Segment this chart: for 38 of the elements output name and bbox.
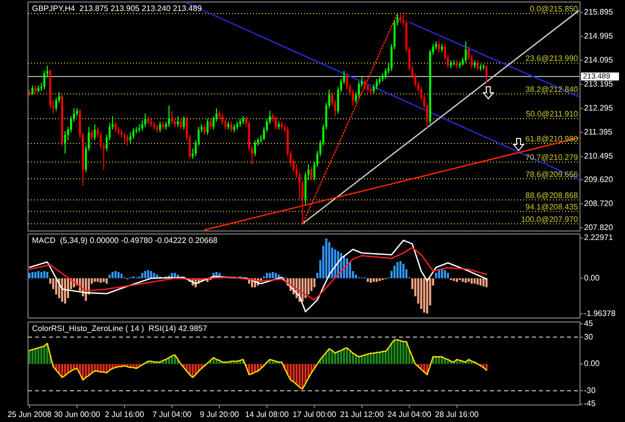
y-tick-label: 0.00 [584, 359, 600, 368]
y-tick-label: 212.295 [584, 103, 614, 112]
y-tick-label: 214.995 [584, 31, 614, 40]
y-tick-label: 45 [584, 318, 594, 328]
ref-line-label: 23.6@213.990 [525, 54, 579, 64]
x-tick-label: 7 Jul 04:00 [152, 410, 192, 419]
y-tick-label: 207.820 [584, 222, 614, 232]
y-tick-label: 30 [584, 332, 594, 342]
x-tick-label: 25 Jun 2008 [7, 410, 52, 419]
x-tick-label: 30 Jun 00:00 [54, 410, 101, 419]
y-tick-label: 2.22971 [584, 233, 614, 242]
x-tick-label: 17 Jul 00:00 [292, 410, 337, 419]
y-tick-label: -1.96378 [584, 308, 616, 318]
y-tick-label: 208.720 [584, 198, 614, 208]
ref-line-label: 61.8@210.980 [525, 134, 579, 144]
x-tick-label: 24 Jul 04:00 [388, 410, 432, 419]
chart-title: ColorRSI_Histo_ZeroLine ( 14 ) RSI(14) 42.9857 [32, 324, 208, 333]
y-tick-label: 213.195 [584, 79, 614, 88]
y-tick-label: 210.495 [584, 152, 614, 161]
y-tick-label: 215.895 [584, 7, 614, 16]
x-tick-label: 28 Jul 16:00 [435, 410, 480, 419]
y-tick-label: -45 [584, 399, 596, 408]
x-tick-label: 14 Jul 08:00 [245, 410, 290, 419]
y-tick-label: 211.395 [584, 127, 613, 136]
y-tick-label: 0.00 [584, 273, 600, 282]
x-tick-label: 2 Jul 16:00 [104, 410, 145, 419]
ref-line-label: 88.6@208.868 [525, 190, 579, 200]
ref-line-label: 50.0@211.910 [526, 110, 579, 119]
x-tick-label: 9 Jul 20:00 [200, 410, 240, 419]
chart-title: GBPJPY,H4 213.875 213.905 213.240 213.489 [32, 4, 202, 13]
x-tick-label: 21 Jul 12:00 [340, 410, 384, 419]
y-tick-label: 214.095 [584, 55, 614, 64]
ref-line-label: 100.0@207.970 [520, 214, 579, 224]
ref-line-label: 94.1@208.435 [525, 202, 579, 212]
y-tick-label: 209.620 [584, 174, 614, 184]
chart-title: MACD (5,34,9) 0.00000 -0.49780 -0.04222 0.20668 [32, 236, 218, 245]
y-tick-label: -30 [584, 386, 596, 395]
ref-line-label: 0.0@215.850 [530, 4, 579, 14]
